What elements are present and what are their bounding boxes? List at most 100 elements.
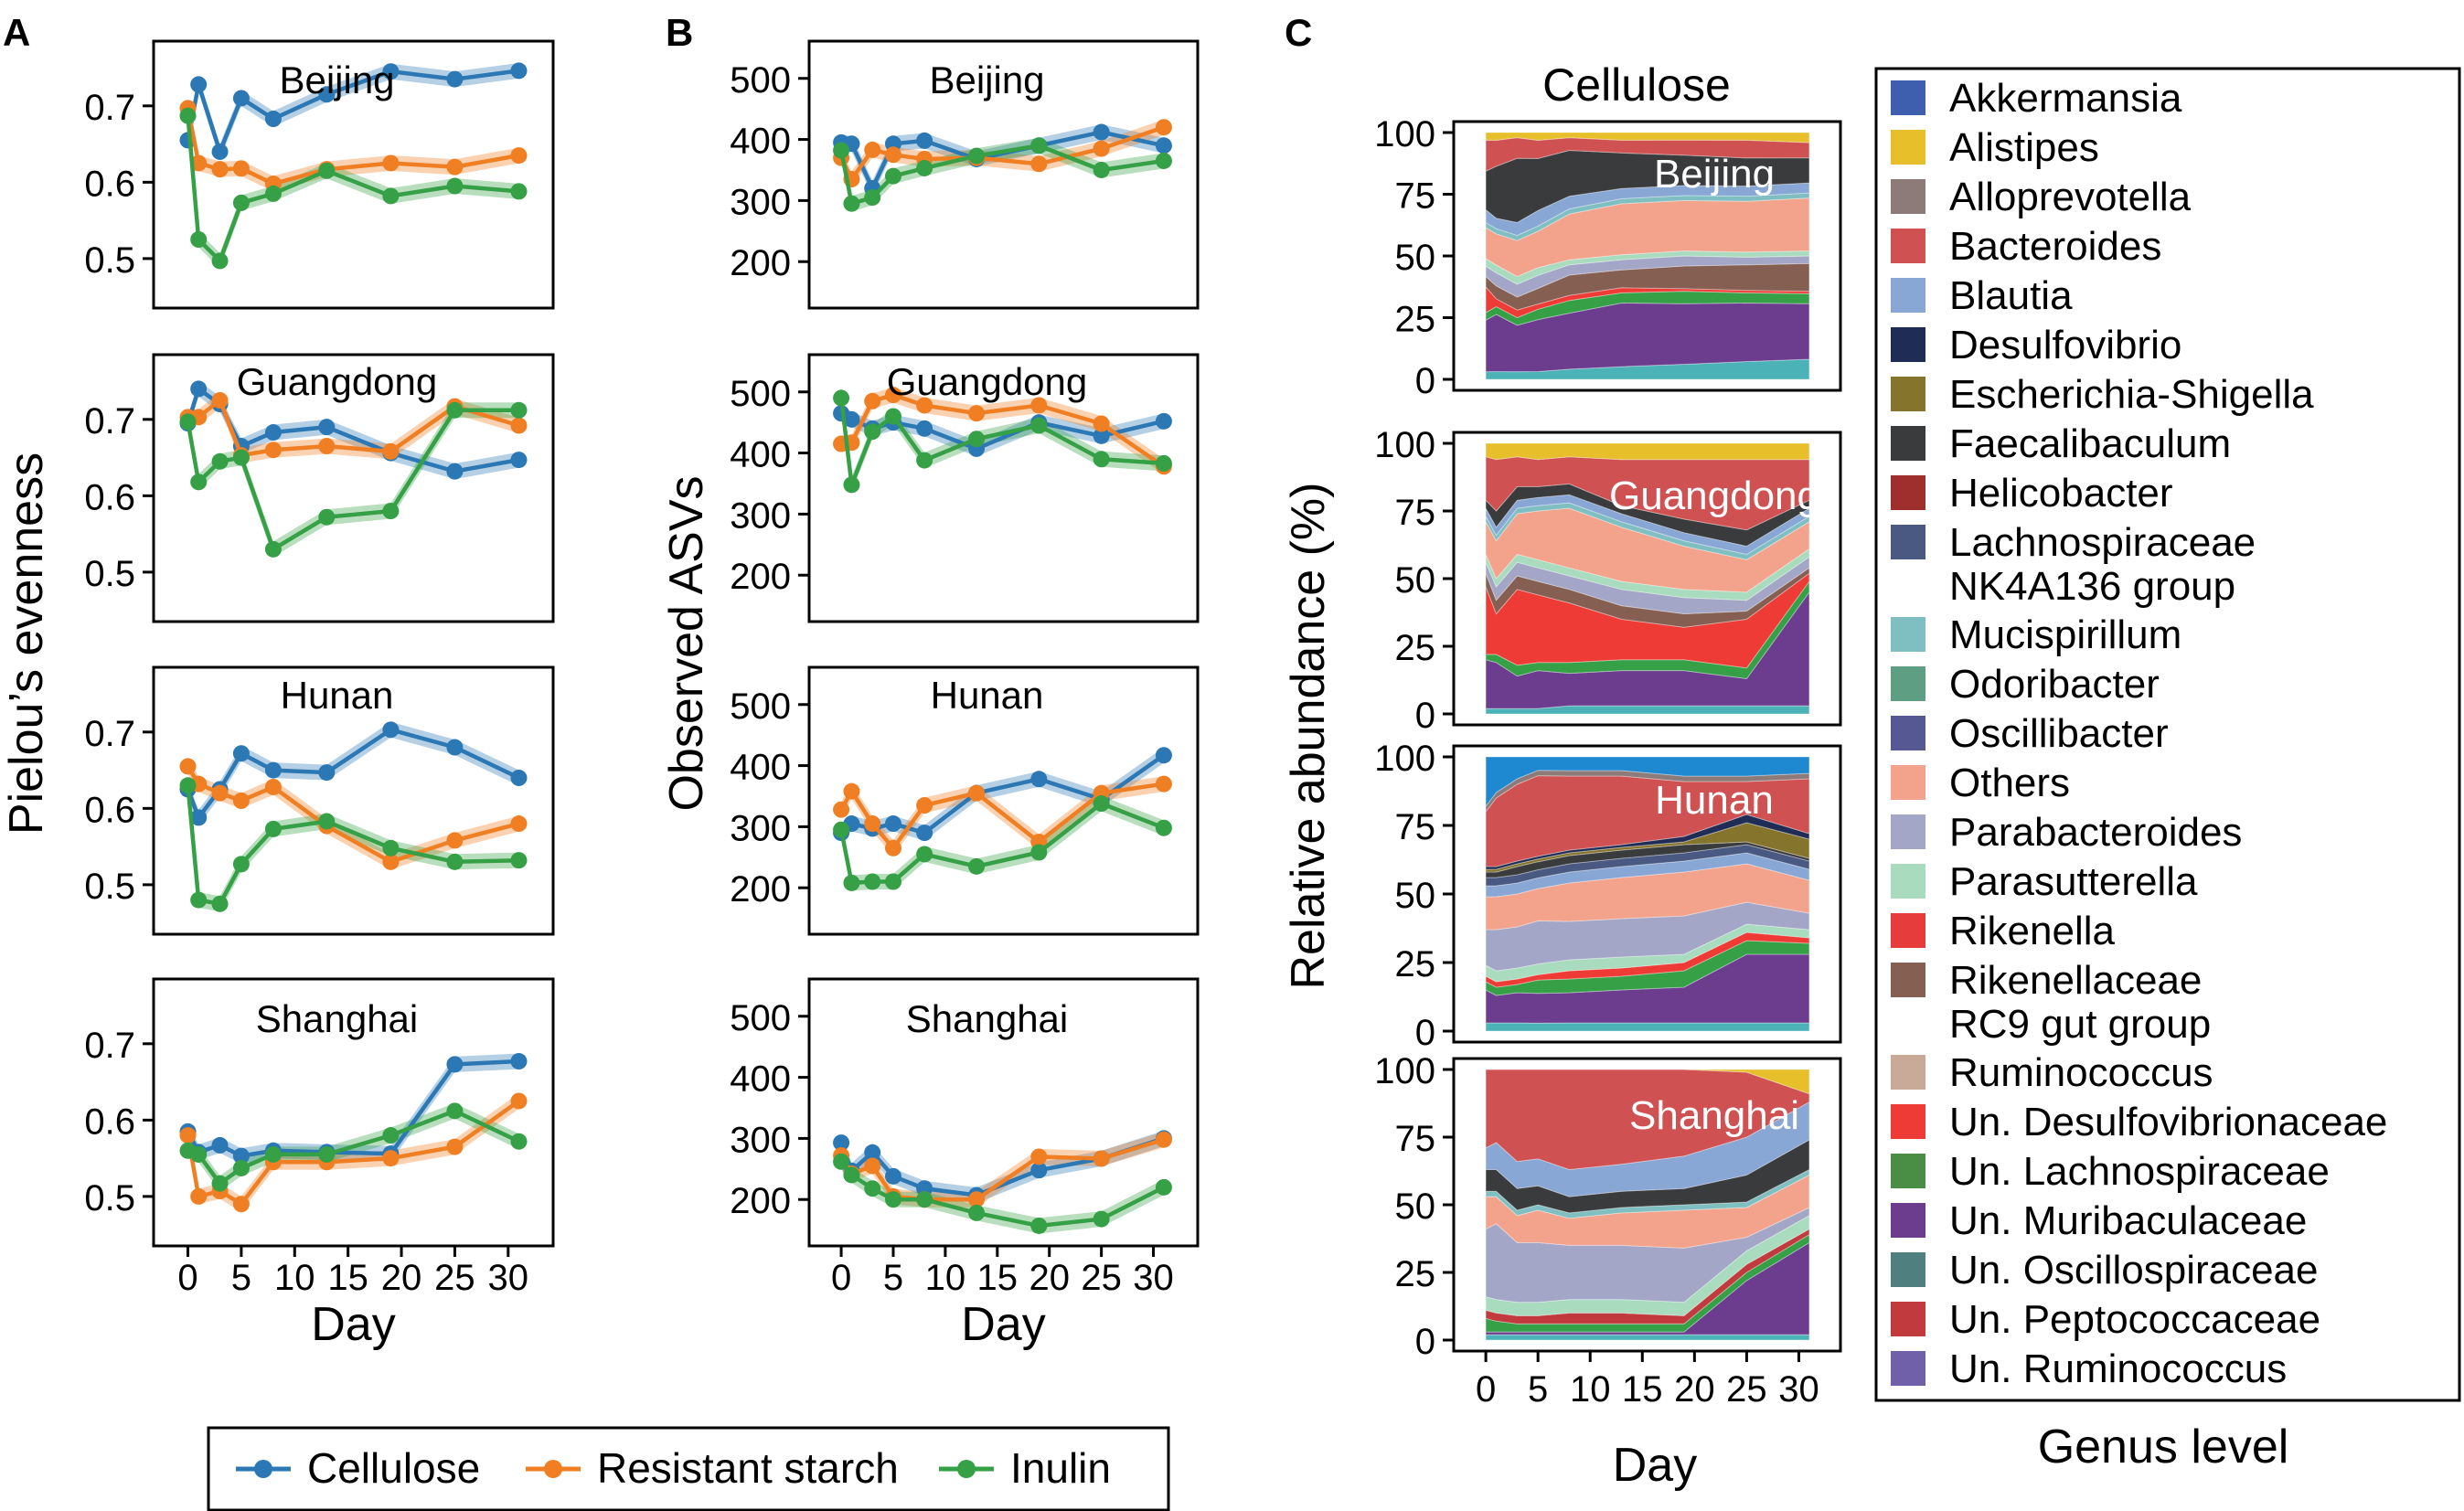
data-point [864, 423, 881, 441]
ribbon-inulin [841, 137, 1164, 212]
x-tick-label: 25 [1726, 1369, 1767, 1410]
data-point [968, 431, 986, 448]
data-point [968, 857, 986, 875]
data-point [446, 739, 464, 756]
legend-marker [254, 1460, 272, 1478]
data-point [179, 1127, 197, 1144]
y-tick-label: 0.6 [84, 477, 135, 517]
data-point [211, 391, 229, 409]
y-tick-label: 100 [1374, 114, 1435, 154]
y-tick-label: 400 [730, 1059, 791, 1100]
y-tick-label: 50 [1395, 238, 1436, 278]
data-point [843, 782, 860, 800]
data-point [510, 1053, 528, 1070]
y-axis-label: Observed ASVs [660, 475, 713, 811]
legend-label: Oscillibacter [1949, 711, 2169, 756]
data-point [884, 1167, 901, 1185]
x-tick-label: 25 [1081, 1258, 1122, 1298]
y-axis-label: Relative abundance (%) [1282, 483, 1335, 990]
area-band [1485, 1022, 1810, 1032]
data-point [864, 1157, 881, 1175]
legend-label: Alloprevotella [1949, 175, 2192, 219]
subplot-title: Beijing [929, 59, 1044, 101]
y-tick-label: 0 [1415, 1322, 1435, 1362]
data-point [446, 853, 464, 870]
ribbon-cellulose [187, 380, 519, 480]
subplot-title: Beijing [279, 59, 394, 101]
legend-label: Bacteroides [1949, 224, 2161, 269]
legend-swatch [1891, 1252, 1925, 1287]
data-point [864, 1144, 881, 1161]
y-tick-label: 25 [1395, 944, 1436, 984]
data-point [864, 873, 881, 890]
data-point [510, 452, 528, 469]
data-point [510, 852, 528, 869]
legend-swatch [1891, 426, 1925, 461]
data-point [843, 476, 860, 494]
data-point [190, 1145, 208, 1163]
data-point [1093, 140, 1110, 157]
y-tick-label: 50 [1395, 560, 1436, 601]
legend-label: Rikenella [1949, 909, 2116, 953]
panel-label-C: C [1285, 11, 1312, 54]
data-point [843, 195, 860, 212]
data-point [510, 815, 528, 833]
data-point [318, 438, 336, 455]
panel-label-B: B [666, 11, 693, 54]
data-point [232, 745, 250, 762]
data-point [382, 187, 400, 205]
subplot-title: Hunan [281, 674, 394, 717]
data-point [232, 1159, 250, 1176]
legend-label: Ruminococcus [1949, 1050, 2213, 1095]
data-point [232, 449, 250, 466]
ribbon-cellulose [841, 747, 1164, 841]
data-point [318, 813, 336, 830]
data-point [318, 162, 336, 179]
x-tick-label: 15 [977, 1258, 1019, 1298]
data-point [264, 1145, 282, 1163]
data-point [190, 154, 208, 172]
data-point [884, 839, 901, 857]
legend-label: Helicobacter [1949, 471, 2173, 516]
y-tick-label: 500 [730, 686, 791, 727]
legend-swatch [1891, 1055, 1925, 1090]
data-point [446, 463, 464, 480]
x-tick-label: 30 [488, 1258, 529, 1298]
data-point [211, 784, 229, 802]
y-tick-label: 300 [730, 495, 791, 536]
legend-marker [957, 1460, 976, 1478]
area-band [1485, 1069, 1810, 1171]
x-tick-label: 10 [925, 1258, 966, 1298]
data-point [884, 408, 901, 425]
data-point [884, 1191, 901, 1208]
data-point [1155, 119, 1172, 136]
data-point [382, 442, 400, 460]
legend-label: Parasutterella [1949, 859, 2198, 904]
y-tick-label: 0 [1415, 361, 1435, 401]
y-tick-label: 500 [730, 374, 791, 414]
data-point [1093, 415, 1110, 432]
legend-swatch [1891, 913, 1925, 948]
y-tick-label: 0.7 [84, 401, 135, 442]
data-point [190, 380, 208, 398]
legend-swatch [1891, 814, 1925, 849]
legend-swatch [1891, 278, 1925, 313]
data-point [884, 873, 901, 890]
data-point [1030, 417, 1048, 434]
y-tick-label: 75 [1395, 1119, 1436, 1159]
y-tick-label: 75 [1395, 176, 1436, 217]
data-point [232, 1147, 250, 1165]
legend-swatch [1891, 1351, 1925, 1386]
ribbon-cellulose [841, 405, 1164, 457]
y-tick-label: 300 [730, 182, 791, 222]
data-point [1155, 454, 1172, 472]
data-point [916, 420, 933, 437]
data-point [864, 141, 881, 158]
x-tick-label: 20 [1674, 1369, 1715, 1410]
data-point [382, 1150, 400, 1167]
y-tick-label: 0 [1415, 696, 1435, 736]
y-tick-label: 300 [730, 808, 791, 848]
data-point [318, 764, 336, 782]
legend-swatch [1891, 130, 1925, 165]
data-point [264, 778, 282, 795]
